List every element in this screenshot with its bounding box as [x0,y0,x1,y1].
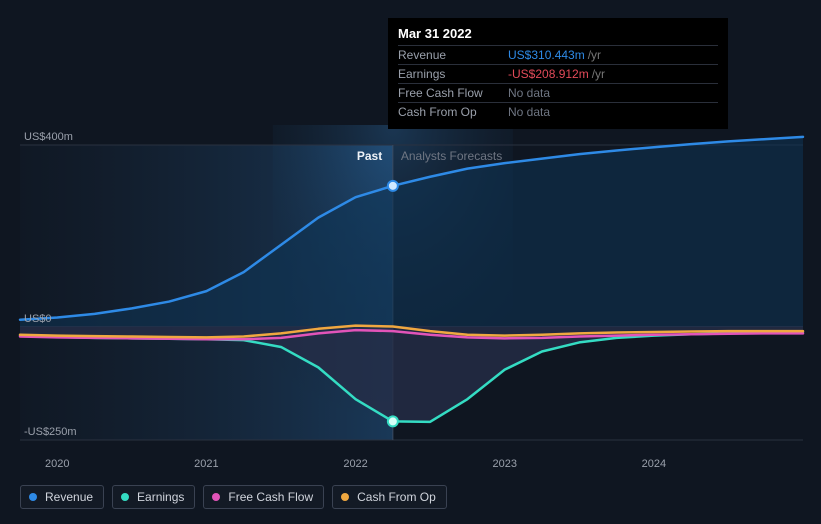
x-axis-label: 2024 [642,458,666,470]
y-axis-label: US$400m [24,131,73,143]
legend-dot-icon [212,493,220,501]
tooltip-title: Mar 31 2022 [398,26,718,41]
y-axis-label: -US$250m [24,426,77,438]
tooltip-metric-label: Free Cash Flow [398,86,508,100]
hover-tooltip: Mar 31 2022 RevenueUS$310.443m/yrEarning… [388,18,728,129]
legend-dot-icon [29,493,37,501]
forecast-section-label: Analysts Forecasts [401,149,502,163]
tooltip-row: Cash From OpNo data [398,102,718,121]
tooltip-metric-value: US$310.443m/yr [508,48,601,62]
x-axis-label: 2023 [492,458,516,470]
tooltip-row: Free Cash FlowNo data [398,83,718,102]
tooltip-metric-unit: /yr [588,48,601,62]
legend-dot-icon [341,493,349,501]
x-axis-label: 2021 [194,458,218,470]
tooltip-row: RevenueUS$310.443m/yr [398,45,718,64]
tooltip-metric-value: No data [508,105,553,119]
tooltip-metric-value: -US$208.912m/yr [508,67,605,81]
legend-item-revenue[interactable]: Revenue [20,485,104,509]
x-axis-label: 2022 [343,458,367,470]
legend-item-earnings[interactable]: Earnings [112,485,195,509]
x-axis-label: 2020 [45,458,69,470]
legend-item-cash_from_op[interactable]: Cash From Op [332,485,447,509]
tooltip-metric-unit: /yr [592,67,605,81]
legend-dot-icon [121,493,129,501]
tooltip-metric-label: Cash From Op [398,105,508,119]
legend-label: Revenue [45,490,93,504]
tooltip-metric-label: Earnings [398,67,508,81]
legend-label: Earnings [137,490,184,504]
legend-label: Cash From Op [357,490,436,504]
past-section-label: Past [357,149,382,163]
legend-label: Free Cash Flow [228,490,313,504]
tooltip-row: Earnings-US$208.912m/yr [398,64,718,83]
legend-item-free_cash_flow[interactable]: Free Cash Flow [203,485,324,509]
tooltip-metric-label: Revenue [398,48,508,62]
chart-root: Mar 31 2022 RevenueUS$310.443m/yrEarning… [0,0,821,524]
tooltip-metric-value: No data [508,86,553,100]
chart-legend: Revenue Earnings Free Cash Flow Cash From O… [20,485,447,509]
y-axis-label: US$0 [24,313,52,325]
